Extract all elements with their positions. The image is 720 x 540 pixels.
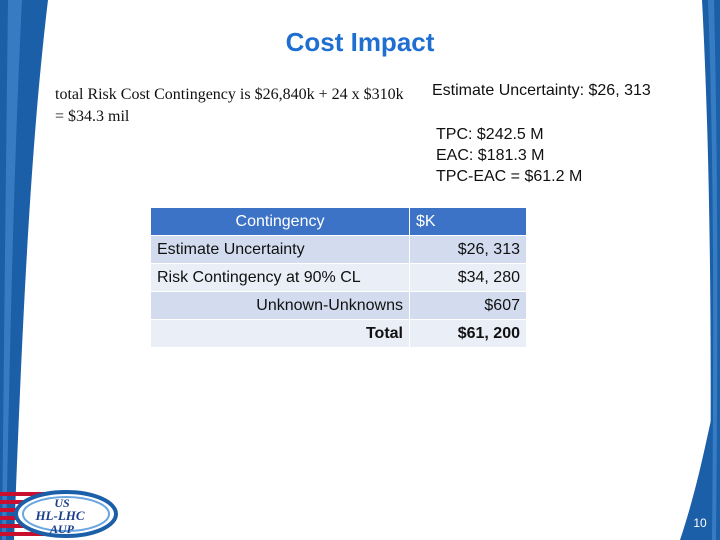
eac-line: EAC: $181.3 M: [436, 147, 545, 164]
row-label: Unknown-Unknowns: [150, 291, 410, 320]
estimate-uncertainty-text: Estimate Uncertainty: $26, 313: [432, 82, 651, 99]
logo-line-2: HL-LHC: [34, 508, 84, 523]
row-label: Risk Contingency at 90% CL: [150, 263, 410, 292]
contingency-table: Contingency $K Estimate Uncertainty $26,…: [150, 207, 527, 348]
header-contingency: Contingency: [150, 207, 410, 236]
row-value: $61, 200: [409, 319, 527, 348]
hl-lhc-aup-logo: US HL-LHC AUP: [0, 490, 118, 538]
left-swoosh-decoration: [0, 0, 48, 540]
logo-line-3: AUP: [49, 522, 75, 536]
logo-line-1: US: [54, 496, 70, 510]
table-row: Unknown-Unknowns $607: [150, 291, 527, 320]
row-value: $607: [409, 291, 527, 320]
table-row: Risk Contingency at 90% CL $34, 280: [150, 263, 527, 292]
row-label: Estimate Uncertainty: [150, 235, 410, 264]
tpc-summary: TPC: $242.5 M EAC: $181.3 M TPC-EAC = $6…: [436, 124, 582, 187]
page-number: 10: [693, 516, 707, 530]
row-label: Total: [150, 319, 410, 348]
row-value: $26, 313: [409, 235, 527, 264]
right-swoosh-decoration: [680, 0, 720, 540]
row-value: $34, 280: [409, 263, 527, 292]
tpc-line: TPC: $242.5 M: [436, 126, 544, 143]
table-row: Estimate Uncertainty $26, 313: [150, 235, 527, 264]
table-row-total: Total $61, 200: [150, 319, 527, 348]
risk-contingency-text: total Risk Cost Contingency is $26,840k …: [55, 86, 404, 125]
tpc-eac-line: TPC-EAC = $61.2 M: [436, 168, 583, 185]
header-value: $K: [409, 207, 527, 236]
table-header-row: Contingency $K: [150, 207, 527, 236]
slide-title: Cost Impact: [285, 27, 435, 57]
